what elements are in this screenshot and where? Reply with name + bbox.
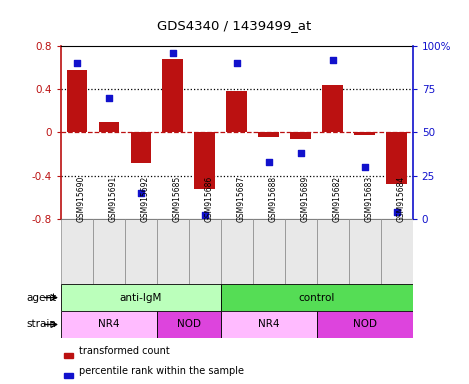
Bar xyxy=(227,91,247,132)
Text: control: control xyxy=(299,293,335,303)
Text: GSM915685: GSM915685 xyxy=(173,176,182,222)
Point xyxy=(73,60,81,66)
Point xyxy=(137,190,144,196)
Text: GSM915692: GSM915692 xyxy=(141,176,150,222)
Text: GSM915688: GSM915688 xyxy=(269,176,278,222)
FancyBboxPatch shape xyxy=(221,219,253,284)
Text: transformed count: transformed count xyxy=(78,346,169,356)
Bar xyxy=(162,59,183,132)
Text: NOD: NOD xyxy=(177,319,201,329)
Text: GSM915683: GSM915683 xyxy=(365,176,374,222)
Text: agent: agent xyxy=(26,293,56,303)
Point xyxy=(105,95,113,101)
FancyBboxPatch shape xyxy=(221,284,413,311)
FancyBboxPatch shape xyxy=(349,219,381,284)
FancyBboxPatch shape xyxy=(61,311,157,338)
Point xyxy=(361,164,369,170)
Text: NR4: NR4 xyxy=(98,319,120,329)
FancyBboxPatch shape xyxy=(157,311,221,338)
Bar xyxy=(386,132,407,184)
FancyBboxPatch shape xyxy=(157,219,189,284)
Text: NOD: NOD xyxy=(353,319,377,329)
FancyBboxPatch shape xyxy=(93,219,125,284)
Bar xyxy=(322,85,343,132)
FancyBboxPatch shape xyxy=(221,311,317,338)
Text: percentile rank within the sample: percentile rank within the sample xyxy=(78,366,243,376)
Text: GSM915686: GSM915686 xyxy=(205,176,214,222)
FancyBboxPatch shape xyxy=(189,219,221,284)
Bar xyxy=(98,122,119,132)
FancyBboxPatch shape xyxy=(317,311,413,338)
Point xyxy=(169,50,177,56)
FancyBboxPatch shape xyxy=(61,284,221,311)
Text: GSM915682: GSM915682 xyxy=(333,176,342,222)
FancyBboxPatch shape xyxy=(317,219,349,284)
Text: GSM915691: GSM915691 xyxy=(109,176,118,222)
Point xyxy=(297,150,304,156)
Text: NR4: NR4 xyxy=(258,319,280,329)
FancyBboxPatch shape xyxy=(253,219,285,284)
FancyBboxPatch shape xyxy=(381,219,413,284)
Bar xyxy=(64,353,73,358)
Bar xyxy=(258,132,279,137)
Bar xyxy=(67,70,87,132)
Text: GSM915687: GSM915687 xyxy=(237,176,246,222)
Text: GDS4340 / 1439499_at: GDS4340 / 1439499_at xyxy=(158,19,311,32)
Text: GSM915684: GSM915684 xyxy=(397,176,406,222)
Text: GSM915690: GSM915690 xyxy=(77,176,86,222)
Text: GSM915689: GSM915689 xyxy=(301,176,310,222)
Text: anti-IgM: anti-IgM xyxy=(120,293,162,303)
Text: strain: strain xyxy=(26,319,56,329)
Bar xyxy=(195,132,215,189)
Bar xyxy=(290,132,311,139)
FancyBboxPatch shape xyxy=(61,219,93,284)
Bar xyxy=(355,132,375,135)
Point xyxy=(393,209,401,215)
Point xyxy=(265,159,272,165)
Bar xyxy=(130,132,151,163)
Point xyxy=(233,60,241,66)
FancyBboxPatch shape xyxy=(125,219,157,284)
FancyBboxPatch shape xyxy=(285,219,317,284)
Bar xyxy=(64,373,73,378)
Point xyxy=(201,212,209,218)
Point xyxy=(329,57,337,63)
